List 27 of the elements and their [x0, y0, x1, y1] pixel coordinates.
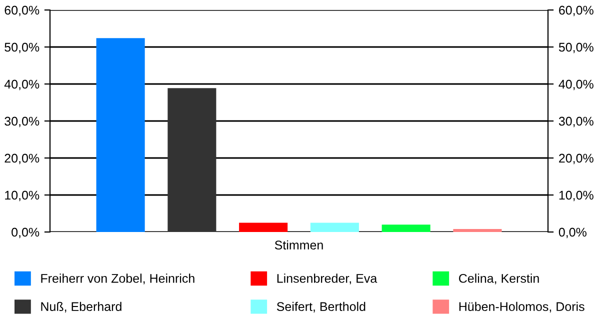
- legend-label: Nuß, Eberhard: [41, 302, 122, 313]
- x-tick-label: Stimmen: [274, 240, 323, 250]
- text: 60,0%: [559, 6, 594, 16]
- y-tick-label: 40,0%: [4, 80, 40, 90]
- text: 0,0%: [558, 228, 586, 238]
- text: 50,0%: [558, 42, 594, 54]
- bar: [453, 229, 502, 232]
- y-tick-label: 30,0%: [4, 116, 40, 128]
- bar: [310, 222, 359, 232]
- bar: [382, 224, 430, 232]
- y-tick-label: 0,0%: [12, 228, 40, 238]
- y-tick-label: 60,0%: [4, 6, 40, 16]
- y-tick-label: 10,0%: [5, 190, 40, 202]
- bar: [168, 88, 216, 232]
- bar: [96, 38, 145, 232]
- legend-label: Hüben-Holomos, Doris: [459, 302, 584, 313]
- text: 30,0%: [558, 116, 594, 128]
- legend-label: Seifert, Berthold: [276, 302, 366, 313]
- text: 10,0%: [559, 190, 594, 202]
- text: 20,0%: [559, 154, 594, 164]
- y-tick-label: 50,0%: [4, 42, 40, 54]
- legend-label: Celina, Kerstin: [459, 274, 539, 284]
- y-tick-label: 20,0%: [4, 154, 40, 164]
- text: 40,0%: [558, 80, 594, 90]
- legend-label: Freiherr von Zobel, Heinrich: [41, 274, 194, 284]
- legend-label: Linsenbreder, Eva: [277, 274, 378, 284]
- bar: [239, 222, 288, 232]
